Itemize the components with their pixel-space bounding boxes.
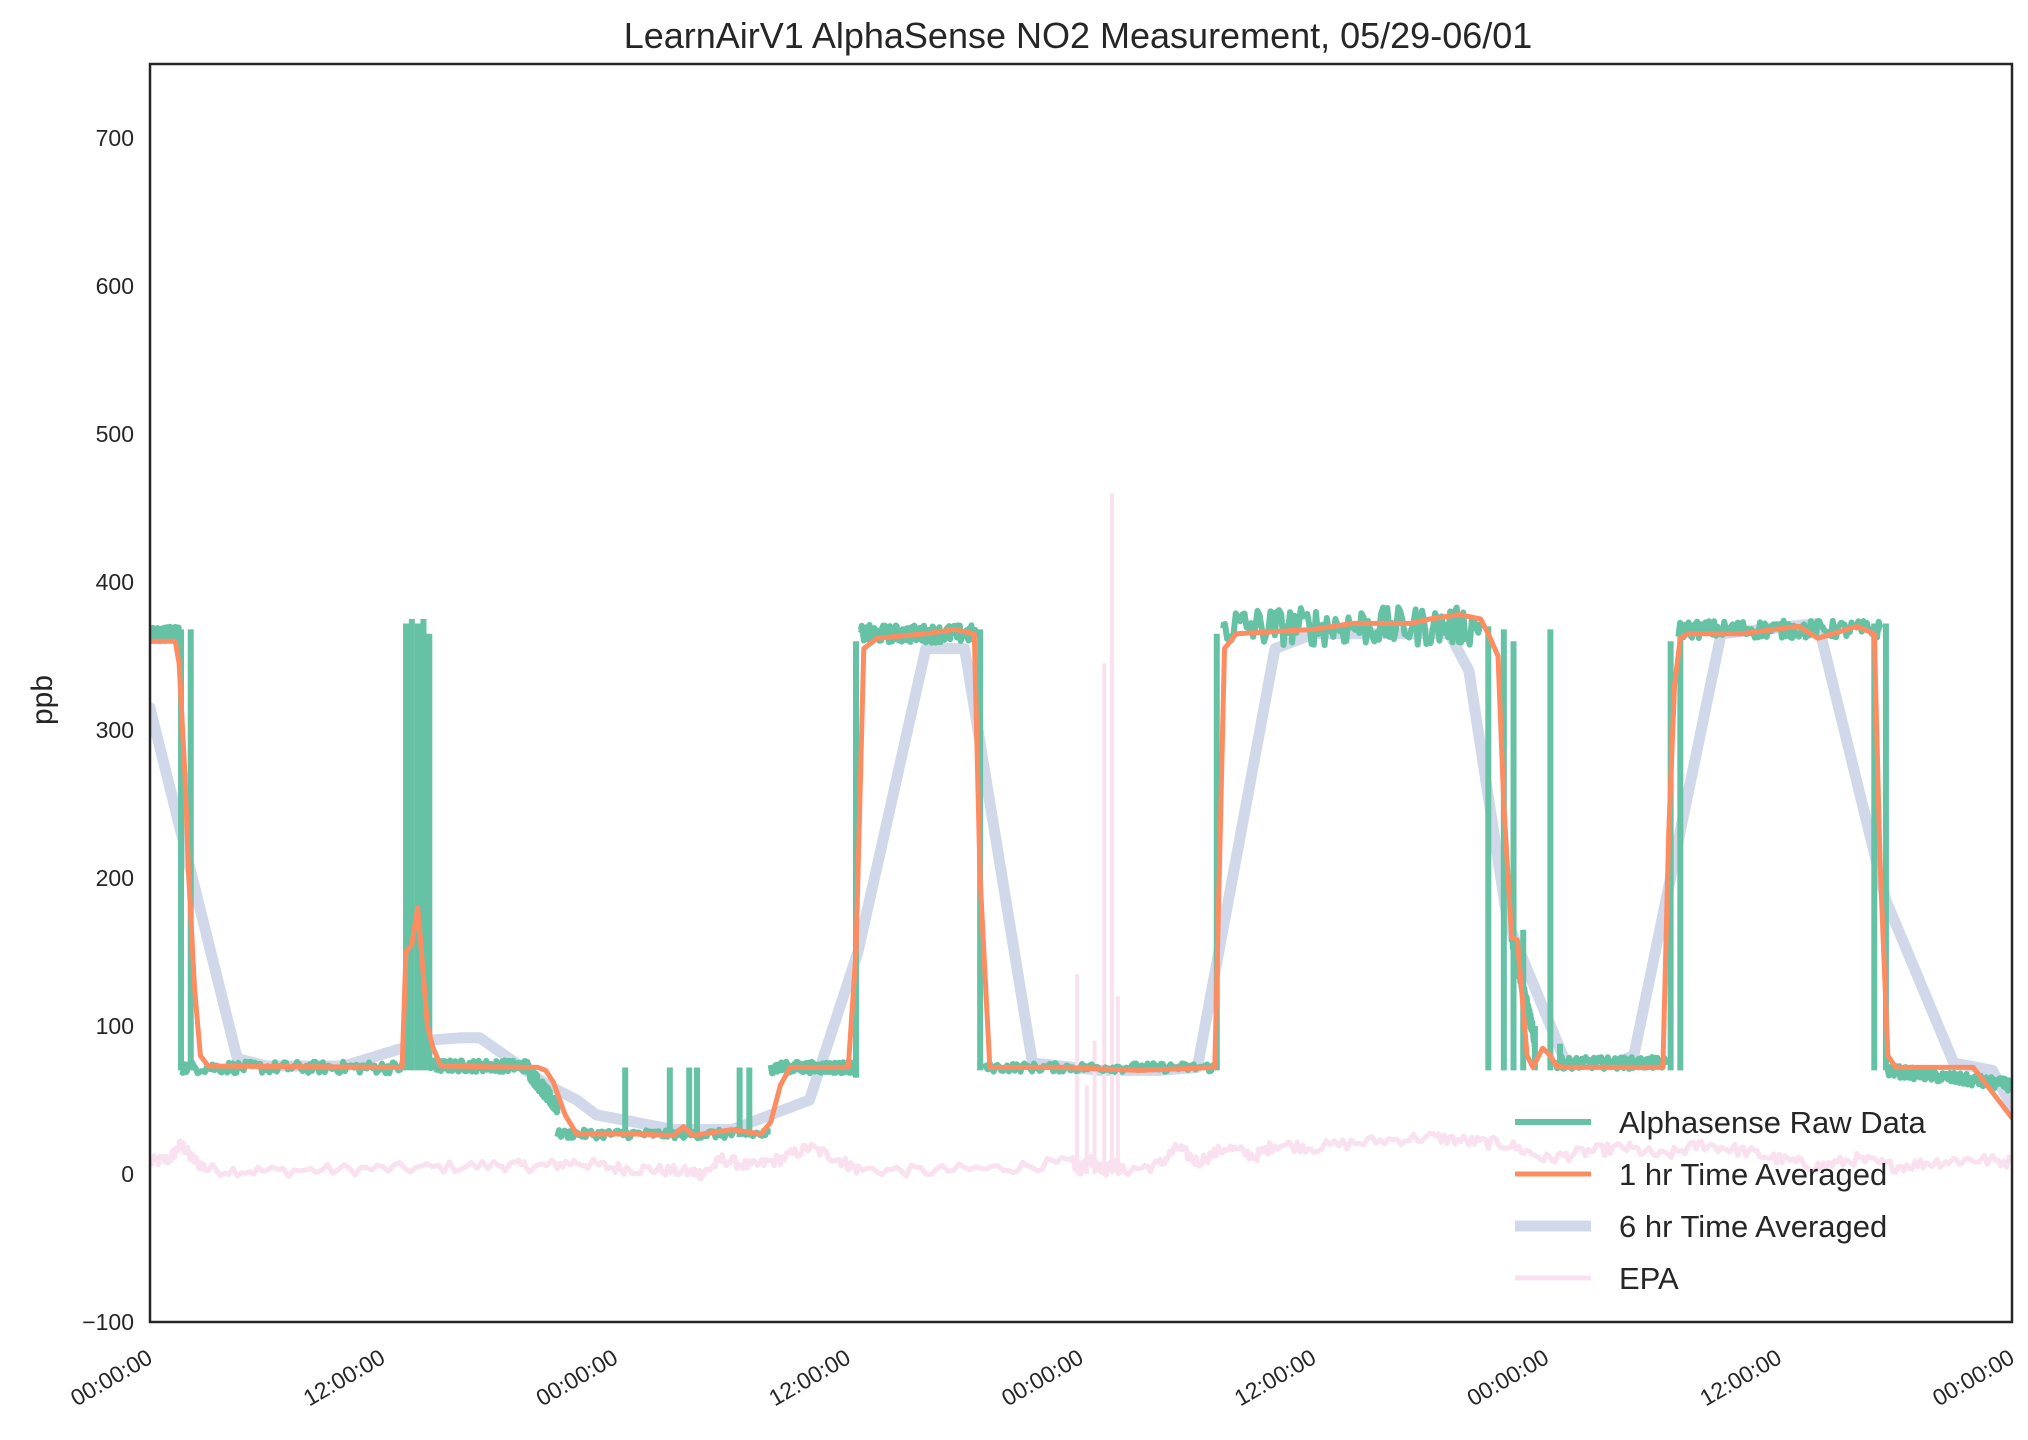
series-1-hr-time-averaged xyxy=(150,612,2012,1138)
plot-area-frame xyxy=(148,62,2014,1324)
legend-label-1-hr-time-averaged: 1 hr Time Averaged xyxy=(1619,1157,1887,1192)
chart-title: LearnAirV1 AlphaSense NO2 Measurement, 0… xyxy=(624,15,1533,56)
y-axis-label: ppb xyxy=(26,675,59,725)
y-tick-label: 400 xyxy=(96,569,134,595)
legend-label-alphasense-raw-data: Alphasense Raw Data xyxy=(1619,1105,1926,1140)
series-6-hr-time-averaged xyxy=(150,617,2012,1136)
series-epa xyxy=(150,493,2012,1182)
legend-label-epa: EPA xyxy=(1619,1261,1679,1296)
y-tick-label: 700 xyxy=(96,125,134,151)
y-tick-label: 600 xyxy=(96,273,134,299)
series-layer xyxy=(150,493,2012,1182)
raw-data-segment-4 xyxy=(525,1062,561,1116)
6-hr-time-averaged-line xyxy=(150,617,2012,1136)
legend: Alphasense Raw Data 1 hr Time Averaged 6 h… xyxy=(1515,1105,1926,1296)
1-hr-time-averaged-line xyxy=(150,612,2012,1138)
y-tick-label: 0 xyxy=(121,1161,134,1187)
legend-label-6-hr-time-averaged: 6 hr Time Averaged xyxy=(1619,1209,1887,1244)
y-tick-label: 300 xyxy=(96,717,134,743)
y-tick-label: 200 xyxy=(96,865,134,891)
y-axis: −100 0 100 200 300 400 500 600 700 xyxy=(82,125,134,1335)
y-tick-label: 100 xyxy=(96,1013,134,1039)
y-tick-label: 500 xyxy=(96,421,134,447)
y-tick-label: −100 xyxy=(82,1309,134,1335)
